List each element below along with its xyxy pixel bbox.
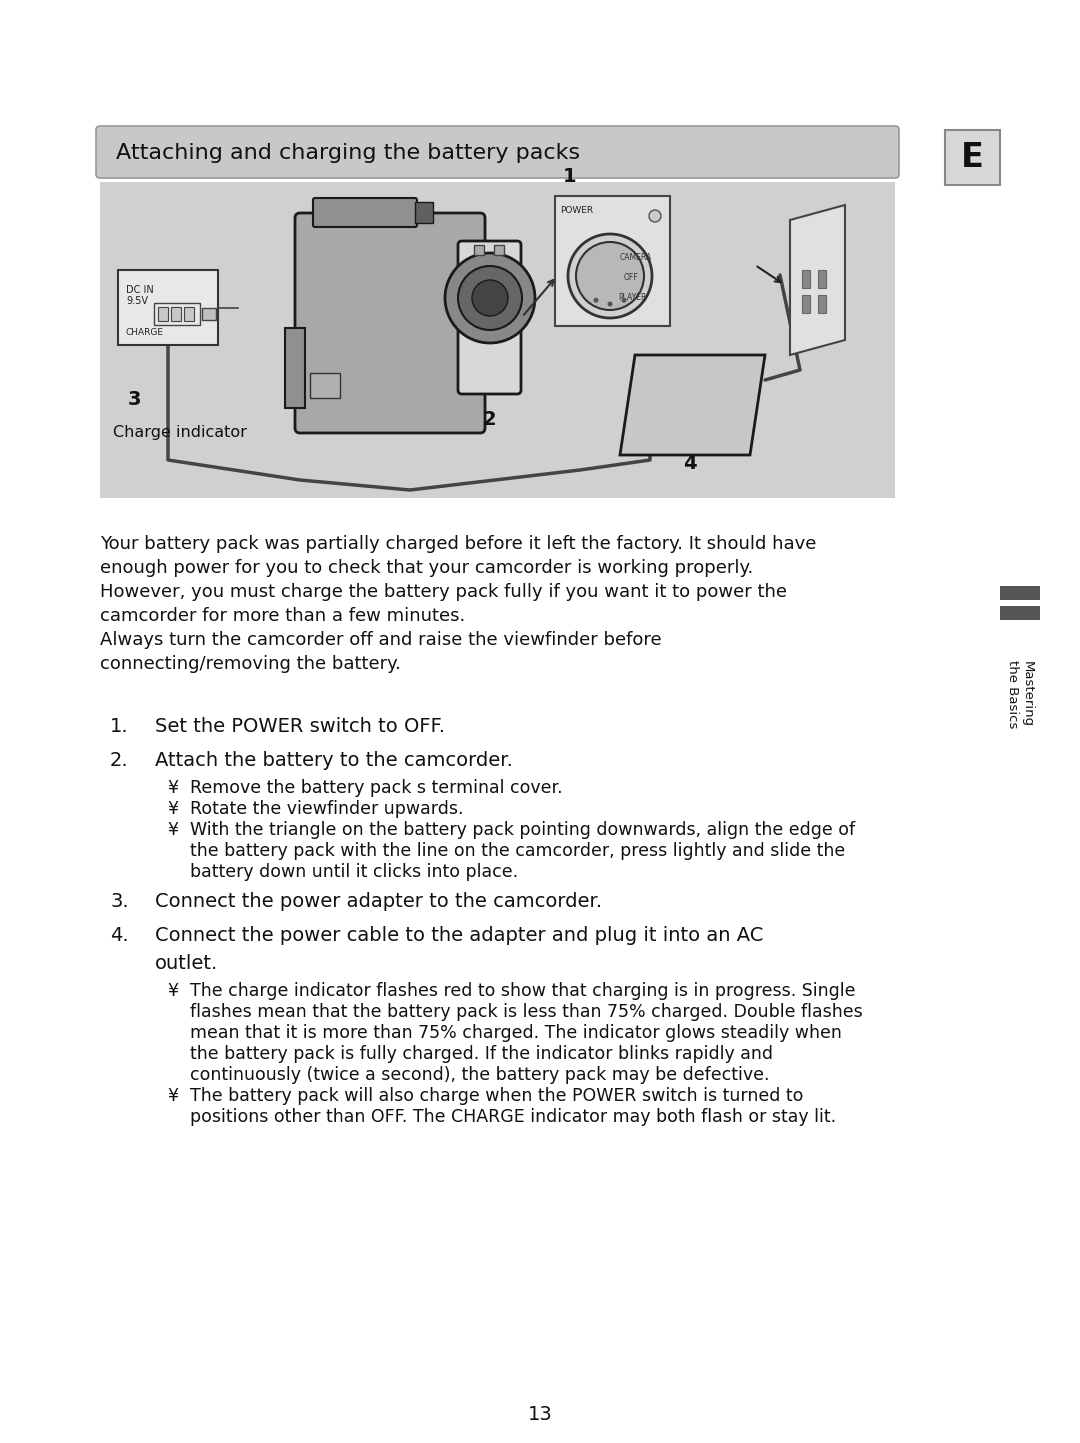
- Text: connecting/removing the battery.: connecting/removing the battery.: [100, 655, 401, 672]
- Bar: [1000, 606, 1040, 620]
- Text: Set the POWER switch to OFF.: Set the POWER switch to OFF.: [156, 717, 445, 736]
- Bar: [494, 245, 504, 255]
- Text: outlet.: outlet.: [156, 954, 218, 973]
- Text: 13: 13: [528, 1405, 552, 1424]
- Text: flashes mean that the battery pack is less than 75% charged. Double flashes: flashes mean that the battery pack is le…: [168, 1003, 863, 1022]
- Circle shape: [576, 242, 644, 310]
- Polygon shape: [789, 205, 845, 355]
- Text: Always turn the camcorder off and raise the viewfinder before: Always turn the camcorder off and raise …: [100, 631, 662, 649]
- Bar: [818, 294, 826, 313]
- Bar: [818, 270, 826, 289]
- Circle shape: [445, 253, 535, 343]
- Bar: [184, 307, 194, 320]
- Text: mean that it is more than 75% charged. The indicator glows steadily when: mean that it is more than 75% charged. T…: [168, 1025, 842, 1042]
- Circle shape: [607, 302, 612, 306]
- Bar: [100, 182, 895, 498]
- Bar: [415, 202, 433, 224]
- Text: DC IN: DC IN: [126, 286, 153, 294]
- Bar: [118, 270, 218, 345]
- Bar: [310, 372, 340, 398]
- Text: ¥  The battery pack will also charge when the POWER switch is turned to: ¥ The battery pack will also charge when…: [168, 1087, 804, 1105]
- Text: 4.: 4.: [110, 926, 129, 945]
- Text: 3.: 3.: [110, 892, 129, 911]
- Text: POWER: POWER: [561, 206, 593, 215]
- Text: battery down until it clicks into place.: battery down until it clicks into place.: [168, 863, 518, 882]
- Text: E: E: [961, 141, 984, 175]
- Bar: [158, 307, 168, 320]
- Text: Charge indicator: Charge indicator: [113, 426, 247, 440]
- Text: 3: 3: [129, 390, 141, 408]
- Text: 1: 1: [563, 167, 577, 186]
- Bar: [1000, 586, 1040, 600]
- FancyBboxPatch shape: [313, 198, 417, 227]
- Text: continuously (twice a second), the battery pack may be defective.: continuously (twice a second), the batte…: [168, 1066, 769, 1084]
- Text: the battery pack with the line on the camcorder, press lightly and slide the: the battery pack with the line on the ca…: [168, 843, 846, 860]
- Bar: [202, 307, 216, 320]
- Text: the battery pack is fully charged. If the indicator blinks rapidly and: the battery pack is fully charged. If th…: [168, 1045, 773, 1063]
- Circle shape: [458, 266, 522, 330]
- Text: 4: 4: [684, 455, 697, 473]
- Text: PLAYER: PLAYER: [618, 293, 646, 303]
- Text: positions other than OFF. The CHARGE indicator may both flash or stay lit.: positions other than OFF. The CHARGE ind…: [168, 1108, 836, 1126]
- Text: camcorder for more than a few minutes.: camcorder for more than a few minutes.: [100, 608, 465, 625]
- Bar: [171, 307, 181, 320]
- Text: ¥  Remove the battery pack s terminal cover.: ¥ Remove the battery pack s terminal cov…: [168, 779, 563, 797]
- Text: CAMERA: CAMERA: [620, 254, 652, 263]
- Text: 9.5V: 9.5V: [126, 296, 148, 306]
- Circle shape: [621, 297, 626, 303]
- Circle shape: [472, 280, 508, 316]
- Bar: [154, 303, 200, 325]
- Bar: [555, 196, 670, 326]
- Text: Attach the battery to the camcorder.: Attach the battery to the camcorder.: [156, 750, 513, 771]
- Text: ¥  Rotate the viewfinder upwards.: ¥ Rotate the viewfinder upwards.: [168, 799, 463, 818]
- Circle shape: [649, 211, 661, 222]
- Text: Attaching and charging the battery packs: Attaching and charging the battery packs: [116, 143, 580, 163]
- FancyBboxPatch shape: [295, 214, 485, 433]
- Text: OFF: OFF: [624, 274, 638, 283]
- Text: 2: 2: [482, 410, 496, 429]
- Circle shape: [594, 297, 598, 303]
- Polygon shape: [620, 355, 765, 455]
- Text: ¥  With the triangle on the battery pack pointing downwards, align the edge of: ¥ With the triangle on the battery pack …: [168, 821, 855, 838]
- Bar: [802, 270, 810, 289]
- FancyBboxPatch shape: [96, 126, 899, 177]
- Text: 1.: 1.: [110, 717, 129, 736]
- Text: However, you must charge the battery pack fully if you want it to power the: However, you must charge the battery pac…: [100, 583, 787, 600]
- Bar: [285, 328, 305, 408]
- FancyBboxPatch shape: [458, 241, 521, 394]
- Bar: [474, 245, 484, 255]
- Text: Connect the power adapter to the camcorder.: Connect the power adapter to the camcord…: [156, 892, 603, 911]
- Text: Mastering
the Basics: Mastering the Basics: [1005, 659, 1034, 729]
- Text: Your battery pack was partially charged before it left the factory. It should ha: Your battery pack was partially charged …: [100, 535, 816, 553]
- Bar: [945, 130, 1000, 185]
- Text: enough power for you to check that your camcorder is working properly.: enough power for you to check that your …: [100, 558, 753, 577]
- Text: CHARGE: CHARGE: [126, 328, 164, 338]
- Bar: [802, 294, 810, 313]
- Text: 2.: 2.: [110, 750, 129, 771]
- Circle shape: [568, 234, 652, 317]
- Text: Connect the power cable to the adapter and plug it into an AC: Connect the power cable to the adapter a…: [156, 926, 764, 945]
- Text: ¥  The charge indicator flashes red to show that charging is in progress. Single: ¥ The charge indicator flashes red to sh…: [168, 983, 855, 1000]
